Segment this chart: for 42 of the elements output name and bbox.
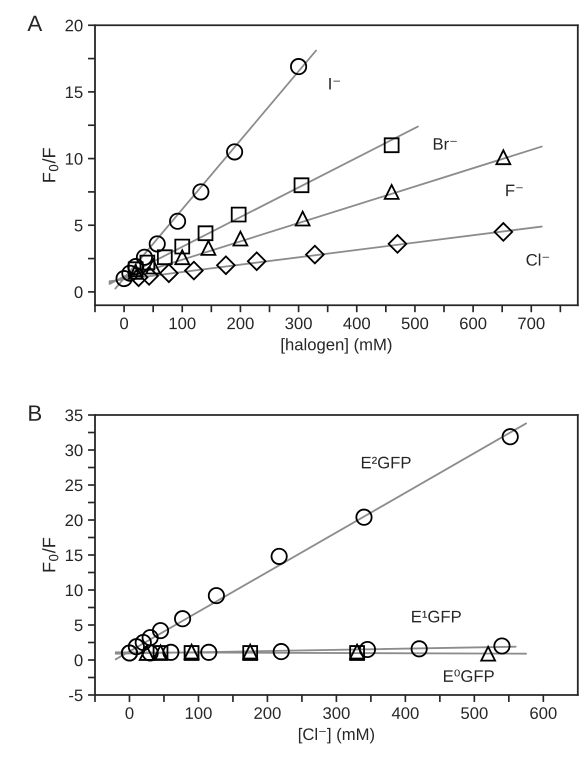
- y-tick-label: 15: [66, 86, 82, 98]
- x-tick-label: 300: [323, 707, 350, 720]
- y-axis-title: F$_{0}$/F: [42, 538, 58, 572]
- y-tick-label: 30: [65, 444, 83, 456]
- x-tick-label: 400: [343, 317, 370, 330]
- x-tick-label: 300: [285, 317, 312, 330]
- x-axis-title: [Cl⁻] (mM): [298, 728, 374, 744]
- y-tick-label: 25: [65, 479, 82, 492]
- annotation: Br⁻: [434, 138, 457, 150]
- y-tick-label: 20: [65, 20, 83, 32]
- text: A: [27, 16, 42, 31]
- x-tick-label: 600: [460, 317, 486, 330]
- annotation: I⁻: [329, 78, 340, 90]
- x-tick-label: 100: [170, 317, 196, 330]
- y-axis-title: F$_{0}$/F: [42, 148, 58, 182]
- annotation: F⁻: [506, 184, 523, 196]
- x-tick-label: 0: [125, 707, 134, 720]
- y-tick-label: 5: [74, 620, 82, 632]
- annotation: E⁰GFP: [444, 669, 494, 682]
- x-axis-title: [halogen] (mM): [282, 338, 392, 354]
- x-tick-label: 500: [461, 707, 488, 720]
- annotation: E¹GFP: [412, 610, 461, 622]
- y-tick-label: 0: [74, 286, 83, 298]
- x-tick-label: 0: [120, 317, 128, 330]
- x-tick-label: 600: [530, 707, 557, 720]
- x-tick-label: 500: [402, 317, 428, 330]
- y-tick-label: 15: [66, 550, 82, 562]
- x-tick-label: 700: [518, 317, 545, 330]
- y-tick-label: 20: [65, 514, 83, 526]
- x-tick-label: 200: [227, 317, 254, 330]
- annotation: Cl⁻: [526, 254, 550, 266]
- annotation: E²GFP: [362, 456, 411, 468]
- x-tick-label: 200: [254, 707, 281, 720]
- x-tick-label: 400: [392, 707, 419, 720]
- y-tick-label: 35: [65, 409, 82, 422]
- y-tick-label: 0: [74, 654, 83, 666]
- y-tick-label: 5: [74, 220, 82, 232]
- x-tick-label: 100: [186, 707, 212, 720]
- text: B: [29, 405, 42, 421]
- y-tick-label: 10: [66, 584, 83, 596]
- y-tick-label: 10: [66, 152, 83, 165]
- y-tick-label: -5: [69, 690, 82, 702]
